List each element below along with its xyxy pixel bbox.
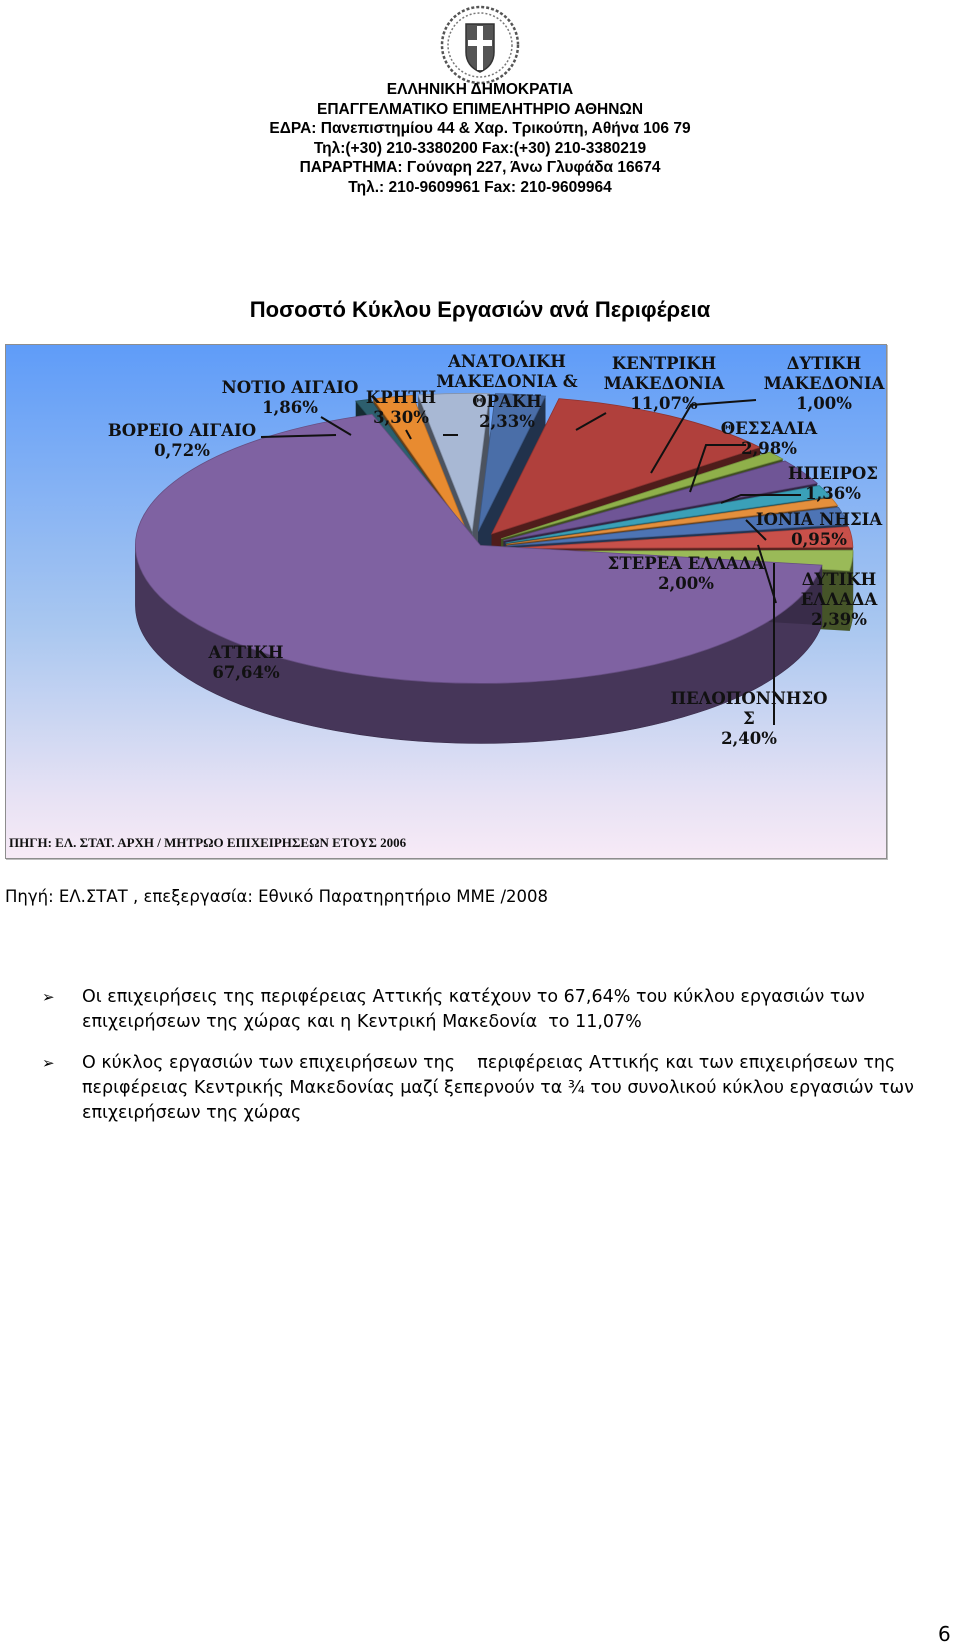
label-text: 1,86% (262, 398, 318, 417)
label-text: ΠΕΛΟΠΟΝΝΗΣΟ (670, 689, 827, 708)
label-dytiki-ellada: ΔΥΤΙΚΗ ΕΛΛΑΔΑ 2,39% (801, 570, 878, 629)
label-text: 2,00% (658, 574, 714, 593)
label-text: 1,00% (796, 394, 852, 413)
label-text: ΙΟΝΙΑ ΝΗΣΙΑ (756, 510, 882, 529)
pie-chart: ΑΝΑΤΟΛΙΚΗ ΜΑΚΕΔΟΝΙΑ & ΘΡΑΚΗ 2,33% ΚΕΝΤΡΙ… (5, 344, 887, 859)
label-sterea: ΣΤΕΡΕΑ ΕΛΛΑΔΑ 2,00% (608, 554, 765, 593)
bullet-arrow-icon: ➢ (42, 1054, 55, 1072)
pie-slice-top (505, 485, 832, 544)
label-text: ΝΟΤΙΟ ΑΙΓΑΙΟ (222, 378, 359, 397)
label-text: ΑΝΑΤΟΛΙΚΗ (447, 352, 566, 371)
pie-slice-attiki (135, 413, 823, 744)
label-text: ΑΤΤΙΚΗ (207, 643, 283, 662)
chart-title: Ποσοστό Κύκλου Εργασιών ανά Περιφέρεια (249, 297, 711, 322)
label-text: ΔΥΤΙΚΗ (802, 570, 877, 589)
pie-slice-top (507, 526, 854, 549)
pie-slice-top (490, 398, 762, 535)
pie-slice-top (507, 506, 849, 547)
label-text: ΔΥΤΙΚΗ (787, 354, 862, 373)
label-notio-aigaio: ΝΟΤΙΟ ΑΙΓΑΙΟ 1,86% (222, 378, 359, 417)
label-kentriki: ΚΕΝΤΡΙΚΗ ΜΑΚΕΔΟΝΙΑ 11,07% (604, 354, 725, 413)
greek-state-seal-icon (440, 5, 520, 85)
label-text: 1,36% (805, 484, 861, 503)
letterhead-line: ΕΠΑΓΓΕΛΜΑΤΙΚΟ ΕΠΙΜΕΛΗΤΗΡΙΟ ΑΘΗΝΩΝ (316, 100, 644, 118)
leader-line (405, 429, 412, 440)
label-voreio-aigaio: ΒΟΡΕΙΟ ΑΙΓΑΙΟ 0,72% (108, 421, 256, 460)
label-text: 3,30% (373, 408, 429, 427)
leader-line (260, 434, 337, 438)
bullet-arrow-icon: ➢ (42, 988, 55, 1006)
label-text: ΗΠΕΙΡΟΣ (788, 464, 878, 483)
leader-line (320, 416, 352, 436)
pie-slice-top (372, 395, 468, 532)
letterhead-line: Τηλ.: 210-9609961 Fax: 210-9609964 (348, 178, 612, 196)
letterhead-line: ΕΛΛΗΝΙΚΗ ΔΗΜΟΚΡΑΤΙΑ (386, 81, 574, 98)
label-text: ΜΑΚΕΔΟΝΙΑ (604, 374, 725, 393)
label-text: ΒΟΡΕΙΟ ΑΙΓΑΙΟ (108, 421, 256, 440)
bullet-text: Ο κύκλος εργασιών των επιχειρήσεων της π… (82, 1053, 914, 1123)
label-anatoliki: ΑΝΑΤΟΛΙΚΗ ΜΑΚΕΔΟΝΙΑ & ΘΡΑΚΗ 2,33% (436, 352, 578, 431)
label-text: Σ (743, 709, 755, 728)
pie-slice-top (417, 392, 490, 532)
pie-slice-top (506, 497, 839, 545)
label-text: ΘΡΑΚΗ (472, 392, 542, 411)
letterhead-line: ΕΔΡΑ: Πανεπιστημίου 44 & Χαρ. Τρικούπη, … (269, 120, 691, 137)
letterhead: ΕΛΛΗΝΙΚΗ ΔΗΜΟΚΡΑΤΙΑ ΕΠΑΓΓΕΛΜΑΤΙΚΟ ΕΠΙΜΕΛ… (0, 80, 960, 197)
label-ionia-nisia: ΙΟΝΙΑ ΝΗΣΙΑ 0,95% (756, 510, 882, 549)
label-attiki: ΑΤΤΙΚΗ 67,64% (207, 643, 283, 682)
label-thessalia: ΘΕΣΣΑΛΙΑ 2,98% (721, 419, 818, 458)
label-text: ΘΕΣΣΑΛΙΑ (721, 419, 818, 438)
label-dytiki-makedonia: ΔΥΤΙΚΗ ΜΑΚΕΔΟΝΙΑ 1,00% (764, 354, 885, 413)
label-kriti: ΚΡΗΤΗ 3,30% (366, 388, 436, 427)
page-number: 6 (938, 1622, 951, 1646)
label-text: 0,95% (791, 530, 847, 549)
pie-slice-top (500, 451, 784, 540)
label-text: ΜΑΚΕΔΟΝΙΑ (764, 374, 885, 393)
pie-slice-top (477, 393, 547, 532)
bullet-item: ➢ Οι επιχειρήσεις της περιφέρειας Αττική… (40, 985, 960, 1035)
leader-line (650, 399, 757, 474)
letterhead-line: ΠΑΡΑΡΤΗΜΑ: Γούναρη 227, Άνω Γλυφάδα 1667… (299, 159, 661, 176)
pie-slice-top (135, 413, 823, 684)
label-text: 2,39% (811, 610, 867, 629)
label-text: 2,98% (741, 439, 797, 458)
label-text: ΣΤΕΡΕΑ ΕΛΛΑΔΑ (608, 554, 765, 573)
label-text: ΚΕΝΤΡΙΚΗ (612, 354, 716, 373)
bullet-text: Οι επιχειρήσεις της περιφέρειας Αττικής … (82, 987, 865, 1032)
source-line: Πηγή: ΕΛ.ΣΤΑΤ , επεξεργασία: Εθνικό Παρα… (5, 887, 549, 906)
label-text: 0,72% (154, 441, 210, 460)
leader-line (720, 494, 801, 504)
label-ipeiros: ΗΠΕΙΡΟΣ 1,36% (788, 464, 878, 503)
letterhead-line: Τηλ:(+30) 210-3380200 Fax:(+30) 210-3380… (313, 139, 647, 157)
label-peloponnisos: ΠΕΛΟΠΟΝΝΗΣΟ Σ 2,40% (670, 689, 827, 748)
label-text: 2,33% (479, 412, 535, 431)
pie-slice-top (503, 460, 819, 542)
label-text: 11,07% (630, 394, 698, 413)
label-text: 2,40% (721, 729, 777, 748)
label-text: ΕΛΛΑΔΑ (801, 590, 878, 609)
chart-source-note: ΠΗΓΗ: ΕΛ. ΣΤΑΤ. ΑΡΧΗ / ΜΗΤΡΩΟ ΕΠΙΧΕΙΡΗΣΕ… (9, 835, 407, 850)
leader-line (745, 519, 767, 541)
label-text: ΜΑΚΕΔΟΝΙΑ & (436, 372, 578, 391)
pie-chart-svg: ΑΝΑΤΟΛΙΚΗ ΜΑΚΕΔΟΝΙΑ & ΘΡΑΚΗ 2,33% ΚΕΝΤΡΙ… (6, 345, 886, 858)
leader-line (575, 412, 607, 431)
bullet-list: ➢ Οι επιχειρήσεις της περιφέρειας Αττική… (40, 985, 960, 1142)
label-text: 67,64% (212, 663, 280, 682)
leader-line (689, 444, 746, 493)
bullet-item: ➢ Ο κύκλος εργασιών των επιχειρήσεων της… (40, 1051, 960, 1126)
label-text: ΚΡΗΤΗ (366, 388, 436, 407)
